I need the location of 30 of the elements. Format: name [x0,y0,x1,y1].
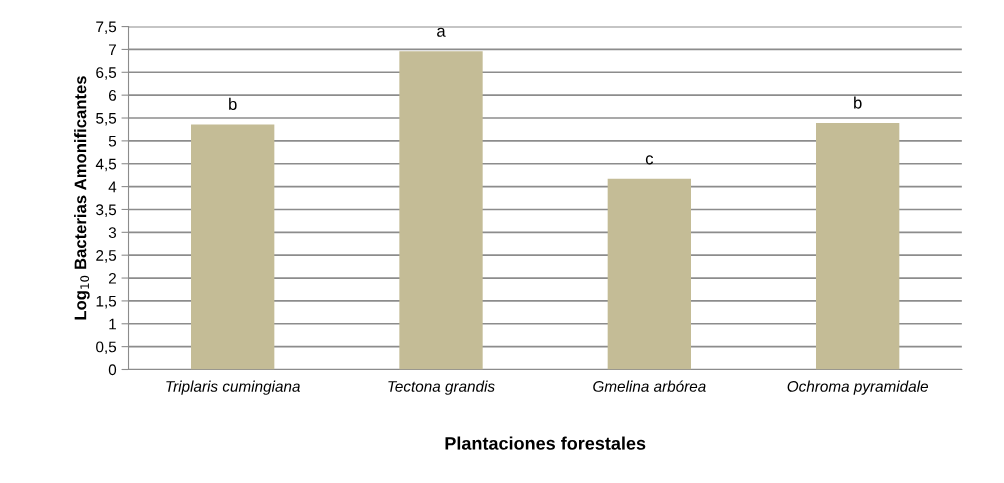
x-tick-label: Gmelina arbórea [593,380,706,392]
x-axis-title: Plantaciones forestales [445,436,646,450]
bar [399,51,483,370]
y-tick-label: 7,5 [96,21,117,35]
annotation: c [645,155,654,165]
y-tick-label: 6,5 [96,67,117,80]
y-tick-label: 5 [108,135,117,147]
annotation: b [854,96,862,109]
x-tick-label: Ochroma pyramidale [787,380,928,395]
y-tick-label: 4 [108,181,117,193]
y-tick-label: 1,5 [96,295,117,309]
x-tick-label: Tectona grandis [388,380,495,395]
x-tick-label: Triplaris cumingiana [166,380,300,395]
y-tick-label: 0,5 [96,341,117,355]
bar [816,123,900,370]
y-tick-label: 3,5 [96,204,117,217]
y-tick-label: 4,5 [95,158,117,172]
y-tick-label: 2,5 [96,250,117,263]
bar [607,178,691,370]
annotation: b [229,97,237,111]
bar [191,124,275,370]
y-tick-label: 5,5 [96,113,117,126]
y-tick-label: 0 [108,364,117,376]
annotation: a [437,27,446,37]
y-tick-label: 1 [109,318,116,330]
y-tick-label: 3 [108,227,117,239]
y-tick-label: 7 [108,44,116,55]
y-axis-title: Log$_{10}$ Bacterias Amonificantes [74,76,90,320]
y-tick-label: 2 [108,272,116,284]
y-tick-label: 6 [108,90,117,101]
